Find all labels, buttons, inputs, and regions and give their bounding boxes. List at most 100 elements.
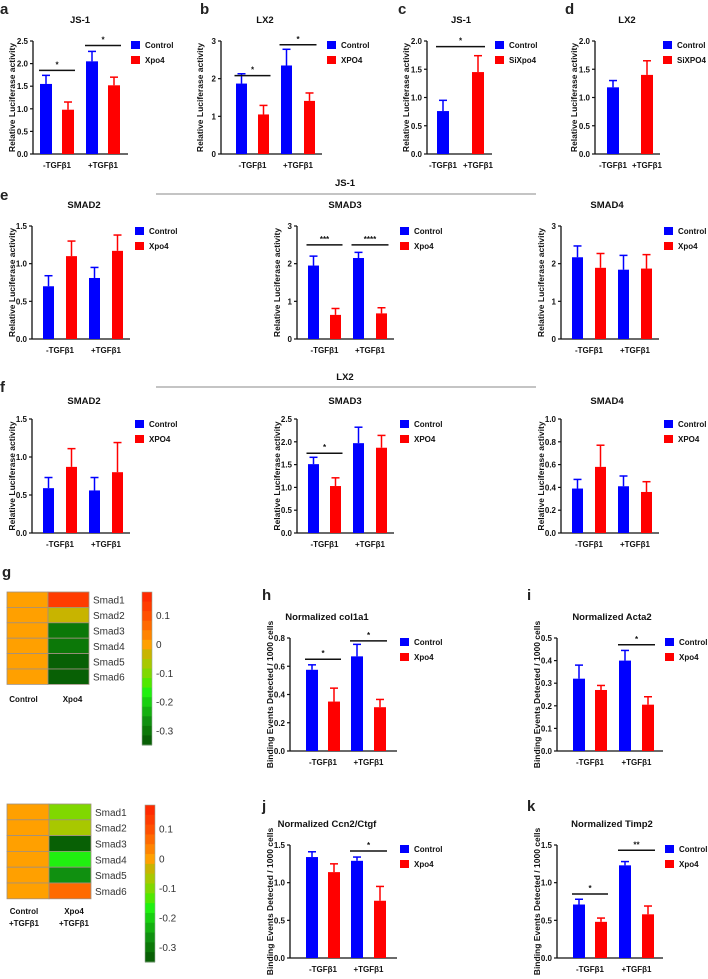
legend-label: SiXpo4 <box>509 56 537 65</box>
bar-xpo4-minus-tgfb1 <box>258 114 269 154</box>
bar-xpo4-minus-tgfb1 <box>595 267 606 339</box>
row-label: Smad5 <box>95 871 127 882</box>
legend-label: Control <box>414 845 442 854</box>
x-tick-label: +TGFβ1 <box>88 161 119 170</box>
bar-xpo4-minus-tgfb1 <box>595 466 606 533</box>
row-label: Smad6 <box>95 887 127 898</box>
y-tick-label: 0.0 <box>281 529 293 538</box>
heatmap-cell <box>47 607 90 624</box>
heatmap-cell <box>48 866 92 884</box>
colorbar-step <box>142 649 152 660</box>
colorbar-step <box>142 678 152 689</box>
y-axis-label: Binding Events Detected / 1000 cells <box>265 828 275 976</box>
y-tick-label: 1 <box>288 297 293 306</box>
heatmap-cell <box>47 622 90 639</box>
y-tick-label: 0.2 <box>541 702 553 711</box>
y-axis-label: Relative Luciferase activity <box>7 228 17 337</box>
group-header-lx2: LX2 <box>336 372 353 383</box>
x-tick-label: -TGFβ1 <box>46 540 75 549</box>
panel-g2: Smad1 Smad2 Smad3 Smad4 Smad5 Smad6 Control +TG… <box>6 803 177 963</box>
bar-control-minus-tgfb1 <box>573 904 585 958</box>
legend-swatch-control <box>400 638 409 646</box>
chart-title: JS-1 <box>451 15 472 26</box>
y-tick-label: 0.5 <box>16 491 28 500</box>
y-tick-label: 2 <box>552 260 557 269</box>
heatmap-cell <box>48 851 92 868</box>
group-header-js1: JS-1 <box>335 178 356 189</box>
y-tick-label: 0 <box>288 335 293 344</box>
x-tick-label: +TGFβ1 <box>622 758 653 767</box>
y-tick-label: 2.5 <box>17 37 29 46</box>
colorbar-step <box>145 932 155 943</box>
colorbar-step <box>142 706 152 717</box>
bar-control-plus-tgfb1 <box>89 277 100 339</box>
colorbar-step <box>142 668 152 679</box>
legend-swatch-xpo4 <box>135 242 144 250</box>
colorbar-tick-label: -0.1 <box>159 884 177 895</box>
significance-label: * <box>321 649 325 658</box>
y-tick-label: 2.0 <box>411 37 423 46</box>
heatmap-cell <box>6 591 49 608</box>
legend-label: Xpo4 <box>679 653 699 662</box>
significance-label: * <box>588 884 592 893</box>
y-tick-label: 0 <box>552 335 557 344</box>
panel-letter: i <box>527 587 531 604</box>
legend-swatch-control <box>135 227 144 235</box>
y-tick-label: 0.5 <box>274 916 286 925</box>
colorbar-step <box>145 883 155 894</box>
legend-label: Xpo4 <box>414 860 434 869</box>
colorbar-frame <box>144 804 156 963</box>
bar-xpo4-plus-tgfb1 <box>108 85 120 154</box>
column-label: Control <box>9 695 37 704</box>
y-tick-label: 1.5 <box>17 82 29 91</box>
row-label: Smad3 <box>93 627 125 638</box>
panel-i: i Normalized Acta2 Binding Events Detected… <box>527 587 707 768</box>
legend-swatch-xpo4 <box>400 242 409 250</box>
bar-control-plus-tgfb1 <box>619 660 631 751</box>
colorbar-tick-label: 0.1 <box>159 825 173 836</box>
y-axis-label: Relative Luciferase activity <box>195 43 205 152</box>
heatmap-cell <box>47 668 90 685</box>
legend-swatch-control <box>665 638 674 646</box>
chart-title: SMAD2 <box>67 200 100 211</box>
x-tick-label: -TGFβ1 <box>311 346 340 355</box>
row-label: Smad1 <box>93 596 125 607</box>
y-axis-label: Relative Luciferase activity <box>401 43 411 152</box>
significance-label: ** <box>633 840 640 849</box>
colorbar-tick-label: 0 <box>159 854 165 865</box>
y-tick-label: 0.0 <box>545 529 557 538</box>
significance-label: * <box>101 36 105 45</box>
y-tick-label: 2.0 <box>579 37 591 46</box>
x-tick-label: -TGFβ1 <box>46 346 75 355</box>
y-tick-label: 1.0 <box>579 94 591 103</box>
y-tick-label: 3 <box>552 222 557 231</box>
bar-xpo4-plus-tgfb1 <box>374 900 386 958</box>
column-label: Xpo4 <box>64 907 84 916</box>
colorbar-step <box>142 639 152 650</box>
legend-swatch-xpo4 <box>664 435 673 443</box>
panel-g1: g Smad1 Smad2 Smad3 Smad4 Smad5 Smad6 Control Xp… <box>2 564 174 746</box>
bar-control-minus-tgfb1 <box>236 83 247 154</box>
bar-xpo4-minus-tgfb1 <box>330 486 341 533</box>
bar-xpo4-minus-tgfb1 <box>330 314 341 339</box>
y-tick-label: 0.3 <box>541 679 553 688</box>
x-tick-label: -TGFβ1 <box>575 540 604 549</box>
bar-control-minus-tgfb1 <box>306 857 318 958</box>
colorbar-frame <box>141 591 153 746</box>
legend-label: Control <box>509 41 537 50</box>
y-tick-label: 2.0 <box>281 438 293 447</box>
chart-title: LX2 <box>618 15 635 26</box>
x-tick-label: +TGFβ1 <box>354 758 385 767</box>
y-tick-label: 0.6 <box>545 461 557 470</box>
bar-control-plus-tgfb1 <box>86 61 98 155</box>
bar-control-minus-tgfb1 <box>308 265 319 339</box>
x-tick-label: -TGFβ1 <box>311 540 340 549</box>
bar-xpo4-minus-tgfb1 <box>66 466 77 533</box>
legend-label: Xpo4 <box>679 860 699 869</box>
heatmap-cell <box>6 803 50 821</box>
legend-swatch-sixpo4 <box>495 56 504 64</box>
